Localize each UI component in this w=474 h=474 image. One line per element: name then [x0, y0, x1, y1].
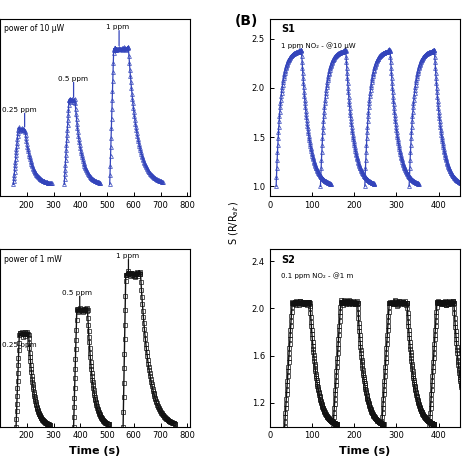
Text: power of 1 mW: power of 1 mW: [4, 255, 62, 264]
Text: 1 ppm: 1 ppm: [106, 24, 129, 30]
Text: 0.25 ppm: 0.25 ppm: [2, 342, 37, 348]
X-axis label: Time (s): Time (s): [339, 446, 391, 456]
X-axis label: Time (s): Time (s): [69, 446, 120, 456]
Text: 0.5 ppm: 0.5 ppm: [58, 76, 88, 82]
Text: S (R/R$_{air}$): S (R/R$_{air}$): [228, 201, 241, 245]
Text: 1 ppm: 1 ppm: [117, 253, 139, 259]
Text: 0.25 ppm: 0.25 ppm: [2, 107, 37, 113]
Text: 1 ppm NO₂ - @10 μW: 1 ppm NO₂ - @10 μW: [281, 42, 356, 49]
Text: power of 10 μW: power of 10 μW: [4, 24, 64, 33]
Text: (B): (B): [235, 14, 258, 28]
Text: S1: S1: [281, 24, 295, 34]
Text: S2: S2: [281, 255, 295, 264]
Text: 0.1 ppm NO₂ - @1 m: 0.1 ppm NO₂ - @1 m: [281, 273, 354, 279]
Text: 0.5 ppm: 0.5 ppm: [62, 290, 91, 296]
